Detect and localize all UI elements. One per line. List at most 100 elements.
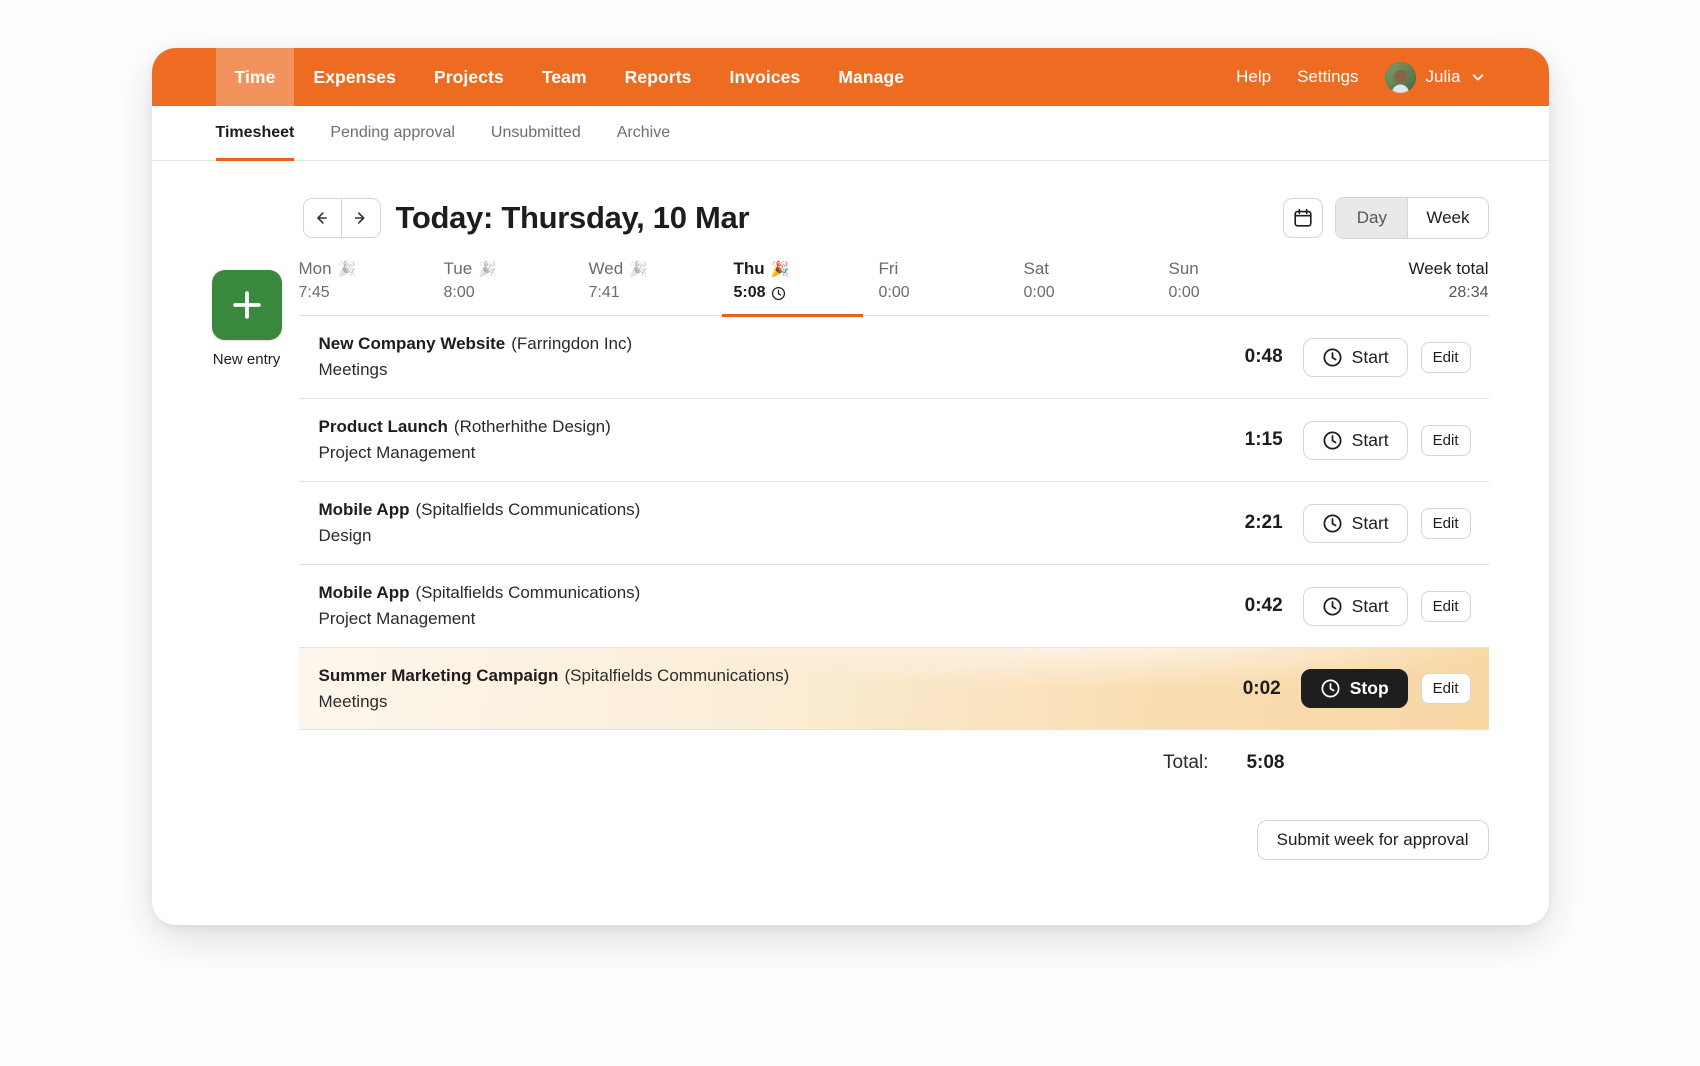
tab-archive[interactable]: Archive [616, 124, 671, 141]
timesheet-entry-row: Mobile App (Spitalfields Communications) … [298, 565, 1489, 648]
day-name: Sun [1168, 259, 1199, 278]
party-popper-emoji: 🎉 [770, 260, 790, 278]
day-total-row: Total: 5:08 [299, 730, 1489, 774]
avatar [1384, 61, 1416, 93]
day-column-sat[interactable]: Sat 0:00 [1024, 259, 1169, 302]
new-entry-button[interactable] [211, 270, 282, 340]
tab-pending-approval[interactable]: Pending approval [330, 124, 455, 141]
nav-item-invoices[interactable]: Invoices [729, 66, 801, 87]
header-right: Help Settings Julia [1236, 48, 1484, 106]
previous-day-button[interactable] [303, 199, 342, 237]
tab-unsubmitted[interactable]: Unsubmitted [490, 124, 581, 141]
plus-icon [232, 291, 261, 319]
nav-item-reports[interactable]: Reports [624, 66, 692, 87]
clock-icon [1321, 679, 1340, 698]
entry-time: 1:15 [1244, 429, 1283, 450]
timesheet-body: New entry Mon 🎉 7:45 Tue 🎉 8:00 [211, 259, 1489, 860]
calendar-button[interactable] [1283, 198, 1324, 238]
day-name: Fri [878, 259, 899, 278]
nav-item-manage[interactable]: Manage [838, 66, 905, 87]
day-column-tue[interactable]: Tue 🎉 8:00 [444, 259, 589, 302]
entry-list: New Company Website (Farringdon Inc) Meet… [298, 316, 1489, 730]
edit-button[interactable]: Edit [1420, 507, 1471, 539]
day-total-value: 5:08 [1246, 752, 1285, 773]
entry-task: Meetings [318, 691, 388, 711]
entry-time: 0:02 [1242, 677, 1281, 699]
submit-week-button[interactable]: Submit week for approval [1256, 820, 1489, 860]
entry-client: (Farringdon Inc) [511, 334, 633, 353]
start-timer-button[interactable]: Start [1302, 586, 1408, 626]
running-clock-icon [771, 286, 785, 300]
timer-button-label: Start [1351, 595, 1389, 616]
app-header: Time Expenses Projects Team Reports Invoices M… [151, 48, 1549, 106]
entry-task: Project Management [318, 443, 476, 462]
entry-task: Meetings [318, 360, 388, 379]
view-week-button[interactable]: Week [1407, 198, 1488, 238]
clock-icon [1323, 513, 1342, 533]
nav-item-team[interactable]: Team [541, 66, 587, 87]
arrow-right-icon [354, 212, 365, 224]
view-controls: Day Week [1283, 197, 1489, 239]
timesheet-sheet: Mon 🎉 7:45 Tue 🎉 8:00 Wed 🎉 7 [298, 259, 1489, 860]
next-day-button[interactable] [341, 199, 380, 237]
day-name: Tue [443, 259, 473, 278]
new-entry-rail: New entry [211, 259, 299, 860]
user-menu[interactable]: Julia [1384, 61, 1485, 93]
arrow-left-icon [317, 212, 327, 224]
view-day-button[interactable]: Day [1336, 198, 1408, 238]
nav-item-time[interactable]: Time [215, 48, 295, 106]
entry-time: 0:48 [1244, 346, 1283, 367]
edit-button[interactable]: Edit [1420, 424, 1471, 456]
page-title: Today: Thursday, 10 Mar [396, 200, 750, 236]
entry-time: 0:42 [1244, 595, 1283, 616]
entry-client: (Spitalfields Communications) [415, 583, 641, 602]
entry-client: (Spitalfields Communications) [415, 500, 641, 519]
entry-project: Mobile App [318, 583, 410, 602]
start-timer-button[interactable]: Start [1302, 503, 1408, 543]
timesheet-tabs: Timesheet Pending approval Unsubmitted Arch… [151, 106, 1549, 161]
edit-button[interactable]: Edit [1420, 673, 1471, 704]
date-toolbar: Today: Thursday, 10 Mar Day Week [302, 197, 1489, 239]
day-column-thu[interactable]: Thu 🎉 5:08 [721, 259, 879, 317]
day-hours: 7:41 [588, 284, 620, 301]
week-total-column: Week total 28:34 [1314, 259, 1489, 302]
clock-icon [1323, 430, 1342, 450]
clock-icon [1323, 347, 1342, 367]
entry-task: Project Management [318, 609, 476, 628]
start-timer-button[interactable]: Start [1302, 337, 1408, 377]
tab-timesheet[interactable]: Timesheet [215, 106, 295, 161]
day-column-fri[interactable]: Fri 0:00 [879, 259, 1024, 302]
day-column-sun[interactable]: Sun 0:00 [1169, 259, 1314, 302]
timesheet-entry-row: Summer Marketing Campaign (Spitalfields C… [298, 647, 1489, 730]
timer-button-label: Stop [1349, 678, 1389, 698]
edit-button[interactable]: Edit [1420, 341, 1471, 373]
title-prefix: Today: [395, 200, 494, 235]
day-name: Thu [733, 259, 765, 278]
day-total-label: Total: [1163, 752, 1209, 773]
day-column-mon[interactable]: Mon 🎉 7:45 [299, 259, 444, 302]
nav-item-projects[interactable]: Projects [433, 66, 504, 87]
timesheet-entry-row: New Company Website (Farringdon Inc) Meet… [298, 316, 1489, 399]
day-column-wed[interactable]: Wed 🎉 7:41 [589, 259, 734, 302]
start-timer-button[interactable]: Start [1302, 420, 1408, 460]
entry-project: Mobile App [318, 500, 410, 519]
calendar-icon [1294, 208, 1312, 227]
day-hours: 0:00 [878, 284, 910, 301]
week-total-value: 28:34 [1448, 284, 1489, 301]
submit-row: Submit week for approval [299, 820, 1489, 860]
timer-button-label: Start [1351, 346, 1389, 367]
stop-timer-button[interactable]: Stop [1300, 669, 1408, 708]
nav-item-expenses[interactable]: Expenses [313, 66, 396, 87]
settings-link[interactable]: Settings [1297, 67, 1359, 86]
timesheet-entry-row: Mobile App (Spitalfields Communications) … [298, 482, 1489, 565]
main-content: Today: Thursday, 10 Mar Day Week [152, 161, 1549, 924]
entry-task: Design [318, 526, 372, 545]
entry-client: (Rotherhithe Design) [453, 417, 611, 436]
party-popper-emoji: 🎉 [478, 260, 497, 278]
help-link[interactable]: Help [1236, 67, 1272, 86]
clock-icon [1323, 596, 1342, 616]
day-name: Mon [298, 259, 332, 278]
day-hours: 5:08 [733, 284, 766, 301]
day-hours: 7:45 [298, 284, 330, 301]
edit-button[interactable]: Edit [1420, 590, 1471, 622]
